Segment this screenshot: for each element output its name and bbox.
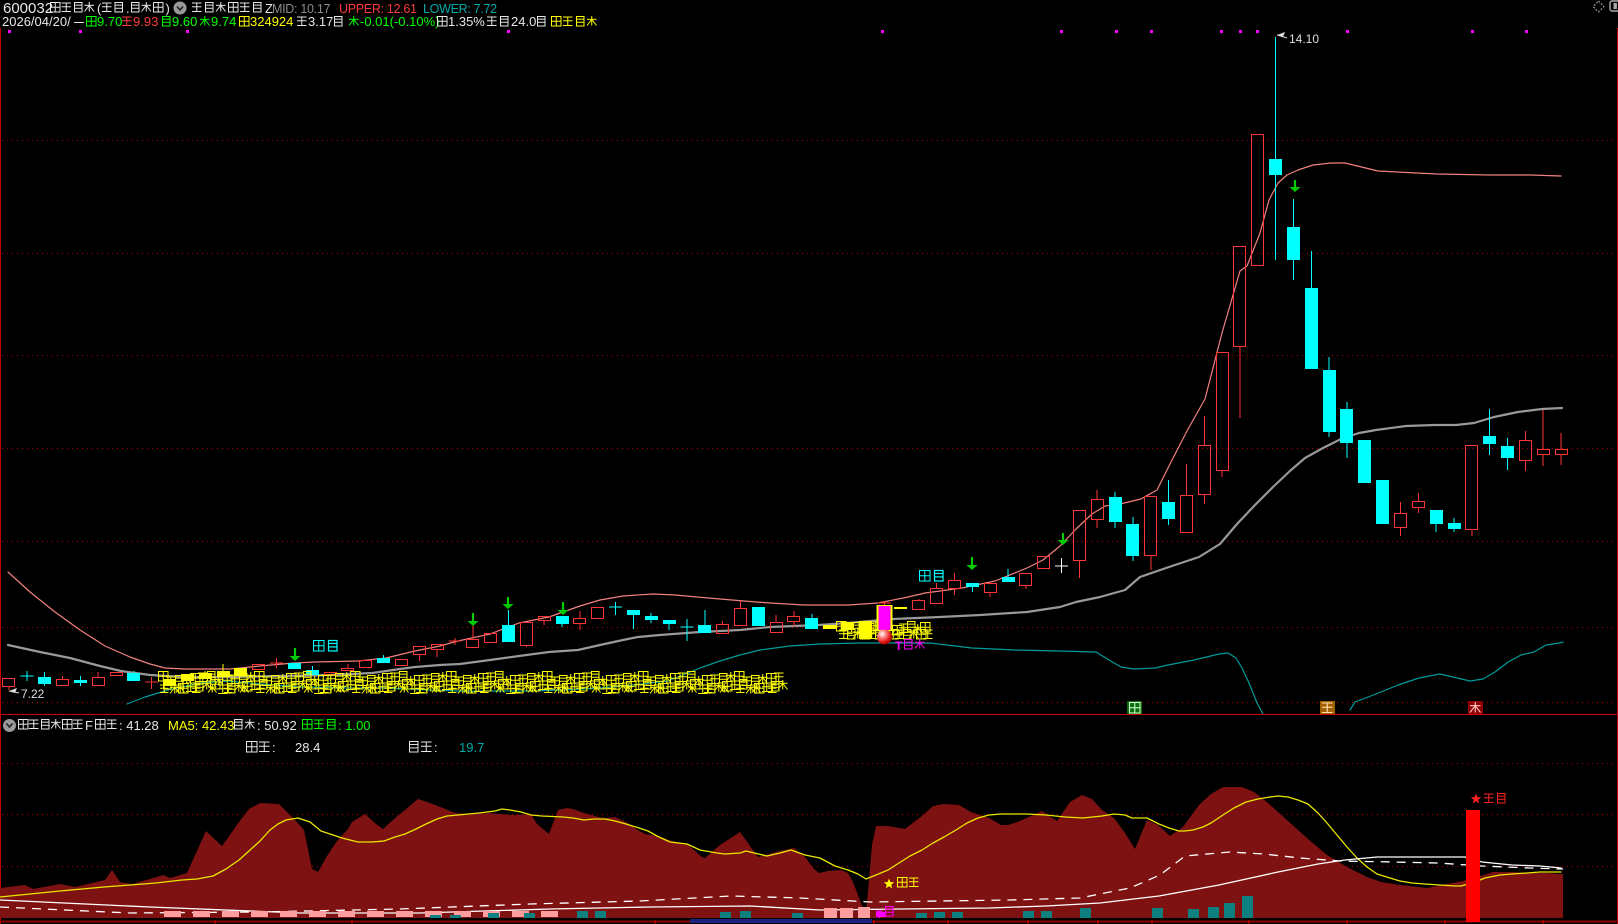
- svg-text:2026/04/20/: 2026/04/20/: [2, 14, 71, 29]
- svg-text:F: F: [85, 718, 93, 733]
- svg-text:7.22: 7.22: [21, 687, 45, 701]
- svg-text:-0.01(-0.10%): -0.01(-0.10%): [360, 14, 439, 29]
- svg-text:9.74: 9.74: [211, 14, 236, 29]
- svg-text:3.17: 3.17: [308, 14, 333, 29]
- svg-text:: 50.92: : 50.92: [257, 718, 297, 733]
- svg-text:MA5: 42.43: MA5: 42.43: [168, 718, 235, 733]
- svg-text:14.10: 14.10: [1289, 32, 1319, 46]
- svg-text:9.93: 9.93: [133, 14, 158, 29]
- svg-text:: 1.00: : 1.00: [338, 718, 371, 733]
- svg-text::: :: [272, 740, 276, 755]
- svg-text:24.0: 24.0: [511, 14, 536, 29]
- svg-text:T: T: [895, 639, 903, 653]
- svg-text:UPPER: 12.61: UPPER: 12.61: [339, 2, 417, 16]
- svg-text:.: .: [126, 1, 130, 16]
- svg-text:9.60: 9.60: [172, 14, 197, 29]
- svg-text:1.35%: 1.35%: [448, 14, 485, 29]
- svg-text:324924: 324924: [250, 14, 293, 29]
- svg-text:(: (: [97, 1, 102, 16]
- svg-text::: :: [434, 740, 438, 755]
- svg-text:: 41.28: : 41.28: [119, 718, 159, 733]
- svg-text:LOWER: 7.72: LOWER: 7.72: [423, 2, 497, 16]
- svg-text:19.7: 19.7: [459, 740, 484, 755]
- svg-text:28.4: 28.4: [295, 740, 320, 755]
- svg-text:9.70: 9.70: [97, 14, 122, 29]
- svg-text:600032: 600032: [3, 0, 53, 17]
- svg-text:MID: 10.17: MID: 10.17: [272, 2, 330, 16]
- svg-text:Z: Z: [265, 1, 273, 16]
- svg-text:): ): [166, 1, 170, 16]
